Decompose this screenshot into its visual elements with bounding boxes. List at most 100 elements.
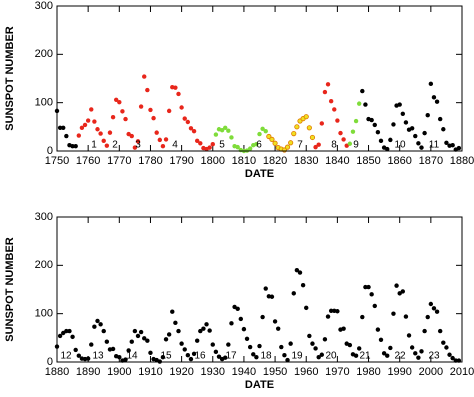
- data-point: [117, 354, 122, 360]
- data-point: [198, 141, 203, 146]
- y-tick-label: 0: [47, 145, 53, 157]
- data-point: [194, 138, 200, 144]
- data-point: [450, 355, 455, 361]
- data-point: [235, 144, 240, 150]
- data-point: [294, 267, 300, 273]
- y-tick-label: 300: [35, 0, 53, 12]
- data-point: [148, 107, 153, 113]
- data-point: [123, 116, 128, 122]
- data-point: [291, 131, 297, 137]
- data-point: [226, 128, 231, 133]
- data-point: [188, 356, 194, 362]
- data-point: [257, 131, 262, 137]
- data-point: [82, 122, 88, 128]
- cycle-label: 7: [297, 140, 303, 151]
- data-point: [288, 140, 294, 146]
- x-tick-label: 1860: [387, 155, 411, 167]
- data-point: [247, 344, 253, 350]
- data-point: [154, 130, 159, 135]
- data-point: [173, 85, 178, 90]
- data-point: [437, 328, 443, 334]
- data-point: [372, 303, 377, 309]
- data-point: [413, 133, 418, 139]
- data-point: [419, 145, 424, 150]
- data-point: [422, 328, 427, 334]
- data-point: [135, 333, 141, 339]
- data-point: [419, 349, 424, 354]
- x-tick-label: 1760: [76, 155, 100, 167]
- x-axis-title: DATE: [245, 379, 274, 391]
- data-point: [185, 119, 191, 125]
- data-point: [142, 336, 147, 341]
- data-point: [179, 341, 184, 346]
- data-point: [194, 338, 200, 343]
- y-tick-label: 0: [47, 356, 53, 368]
- cycle-label: 17: [225, 351, 237, 362]
- cycle-label: 6: [256, 140, 262, 151]
- data-point: [313, 346, 318, 351]
- data-point: [294, 124, 300, 130]
- data-point: [428, 81, 434, 87]
- data-point: [260, 314, 265, 320]
- data-point: [316, 354, 321, 360]
- data-point: [434, 309, 440, 314]
- data-point: [219, 128, 225, 133]
- data-point: [213, 349, 219, 355]
- data-point: [335, 309, 340, 314]
- cycle-label: 20: [325, 351, 337, 362]
- data-point: [145, 87, 150, 93]
- data-point: [160, 354, 166, 360]
- data-point: [372, 122, 377, 128]
- data-point: [322, 89, 328, 95]
- data-point: [303, 114, 309, 120]
- data-point: [300, 282, 306, 288]
- data-point: [328, 308, 334, 313]
- y-tick-label: 100: [35, 97, 53, 109]
- data-point: [391, 311, 396, 316]
- data-point: [132, 328, 138, 334]
- data-point: [95, 318, 100, 324]
- data-point: [416, 141, 421, 146]
- data-point: [117, 99, 122, 105]
- data-point: [89, 107, 94, 112]
- data-point: [285, 357, 290, 363]
- x-tick-label: 1840: [325, 155, 349, 167]
- data-point: [319, 121, 325, 126]
- data-point: [216, 354, 222, 359]
- y-tick-label: 300: [35, 211, 53, 223]
- data-point: [353, 118, 359, 124]
- x-tick-label: 1820: [263, 155, 287, 167]
- cycle-label: 15: [160, 351, 172, 362]
- data-point: [304, 305, 309, 311]
- data-point: [388, 345, 393, 351]
- data-point: [413, 351, 418, 356]
- data-point: [260, 126, 265, 131]
- data-point: [416, 355, 421, 360]
- data-point: [288, 341, 293, 346]
- data-point: [441, 340, 446, 345]
- cycle-label: 9: [353, 140, 359, 151]
- data-point: [403, 120, 409, 125]
- data-point: [422, 130, 427, 136]
- x-tick-label: 1870: [419, 155, 443, 167]
- x-tick-label: 1790: [169, 155, 193, 167]
- cycle-label: 18: [260, 351, 272, 362]
- data-point: [437, 116, 443, 122]
- data-point: [145, 338, 150, 343]
- data-point: [191, 128, 197, 134]
- y-tick-label: 100: [35, 308, 53, 320]
- x-tick-label: 1810: [232, 155, 256, 167]
- data-point: [263, 128, 268, 134]
- data-point: [170, 309, 175, 314]
- data-point: [64, 133, 69, 139]
- data-point: [129, 339, 134, 344]
- data-point: [57, 333, 63, 339]
- data-point: [388, 137, 393, 143]
- data-point: [400, 111, 406, 116]
- data-point: [434, 99, 440, 104]
- data-point: [307, 333, 312, 339]
- data-point: [179, 105, 184, 110]
- x-tick-label: 1930: [201, 366, 225, 378]
- x-tick-label: 1900: [107, 366, 131, 378]
